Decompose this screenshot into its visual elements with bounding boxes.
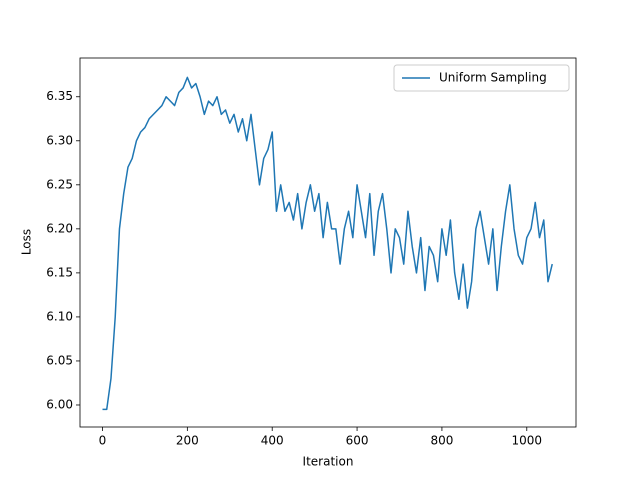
y-tick-label: 6.00 bbox=[46, 397, 73, 411]
x-tick-label: 0 bbox=[99, 434, 107, 448]
y-tick-label: 6.35 bbox=[46, 89, 73, 103]
y-tick-label: 6.25 bbox=[46, 177, 73, 191]
x-axis-label: Iteration bbox=[303, 455, 354, 469]
y-tick-label: 6.10 bbox=[46, 309, 73, 323]
x-tick-label: 400 bbox=[261, 434, 284, 448]
x-tick-label: 200 bbox=[176, 434, 199, 448]
y-axis-label: Loss bbox=[20, 229, 34, 255]
x-tick-label: 600 bbox=[346, 434, 369, 448]
x-tick-label: 800 bbox=[430, 434, 453, 448]
y-tick-label: 6.30 bbox=[46, 133, 73, 147]
plot-frame bbox=[79, 57, 577, 428]
x-tick-label: 1000 bbox=[512, 434, 543, 448]
legend-box bbox=[393, 64, 570, 92]
y-tick-label: 6.20 bbox=[46, 221, 73, 235]
y-tick-label: 6.15 bbox=[46, 265, 73, 279]
legend-label: Uniform Sampling bbox=[439, 71, 547, 85]
data-line bbox=[102, 76, 553, 411]
y-tick-label: 6.05 bbox=[46, 353, 73, 367]
